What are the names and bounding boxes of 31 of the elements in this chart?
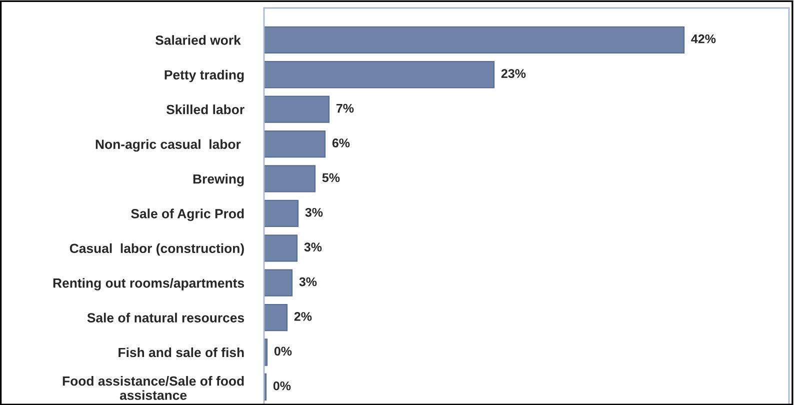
data-label: 3% [304,242,322,252]
y-tick-label: Sale of natural resources [87,312,244,322]
data-label: 0% [274,346,292,356]
data-label: 6% [332,138,350,148]
bar [264,234,298,262]
bar [264,304,288,332]
data-label: 5% [322,173,340,182]
bar [264,26,685,54]
data-label: 2% [294,312,312,321]
bar [264,130,326,158]
y-tick-label: Salaried work [155,35,241,45]
bar [264,200,299,228]
bar [264,165,316,192]
data-label: 3% [299,277,317,286]
y-tick-label: Brewing [193,174,244,186]
bar [264,96,330,123]
y-tick-label: Petty trading [164,70,244,82]
bar [264,61,495,88]
data-label: 7% [336,104,354,113]
bar [264,269,293,296]
y-tick-label: Fish and sale of fish [118,347,244,358]
y-tick-label: Sale of Agric Prod [131,208,244,222]
y-tick-label: Skilled labor [166,104,244,114]
y-tick-label: Non-agric casual labor [96,139,241,152]
y-tick-label: Casual labor (construction) [70,243,244,256]
data-label: 3% [305,208,323,217]
data-label: 0% [273,381,291,390]
data-label: 42% [691,34,716,44]
y-tick-label: Food assistance/Sale of food assistance [62,376,244,400]
y-tick-label: Renting out rooms/apartments [53,278,244,290]
data-label: 23% [501,69,526,78]
